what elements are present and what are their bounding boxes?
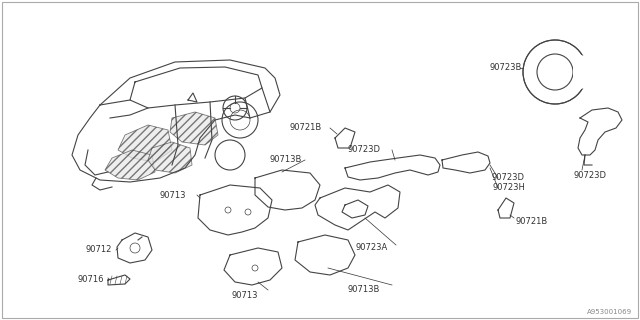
- Text: 90713: 90713: [232, 291, 259, 300]
- Text: A953001069: A953001069: [587, 309, 632, 315]
- Text: 90723D: 90723D: [348, 146, 381, 155]
- Text: 90713B: 90713B: [348, 285, 380, 294]
- Text: 90721B: 90721B: [290, 124, 323, 132]
- Polygon shape: [118, 125, 172, 162]
- Polygon shape: [170, 112, 218, 145]
- Text: 90713B: 90713B: [270, 156, 302, 164]
- Polygon shape: [105, 150, 155, 180]
- Text: 90716: 90716: [78, 276, 104, 284]
- Text: 90723A: 90723A: [355, 244, 387, 252]
- Polygon shape: [573, 52, 595, 92]
- Text: 90723H: 90723H: [492, 183, 525, 193]
- Text: 90723B: 90723B: [490, 63, 522, 73]
- Text: 90723D: 90723D: [574, 171, 607, 180]
- Text: 90712: 90712: [85, 245, 111, 254]
- Polygon shape: [148, 142, 192, 173]
- Text: 90721B: 90721B: [515, 218, 547, 227]
- Text: 90723D: 90723D: [492, 173, 525, 182]
- Text: 90713: 90713: [160, 190, 186, 199]
